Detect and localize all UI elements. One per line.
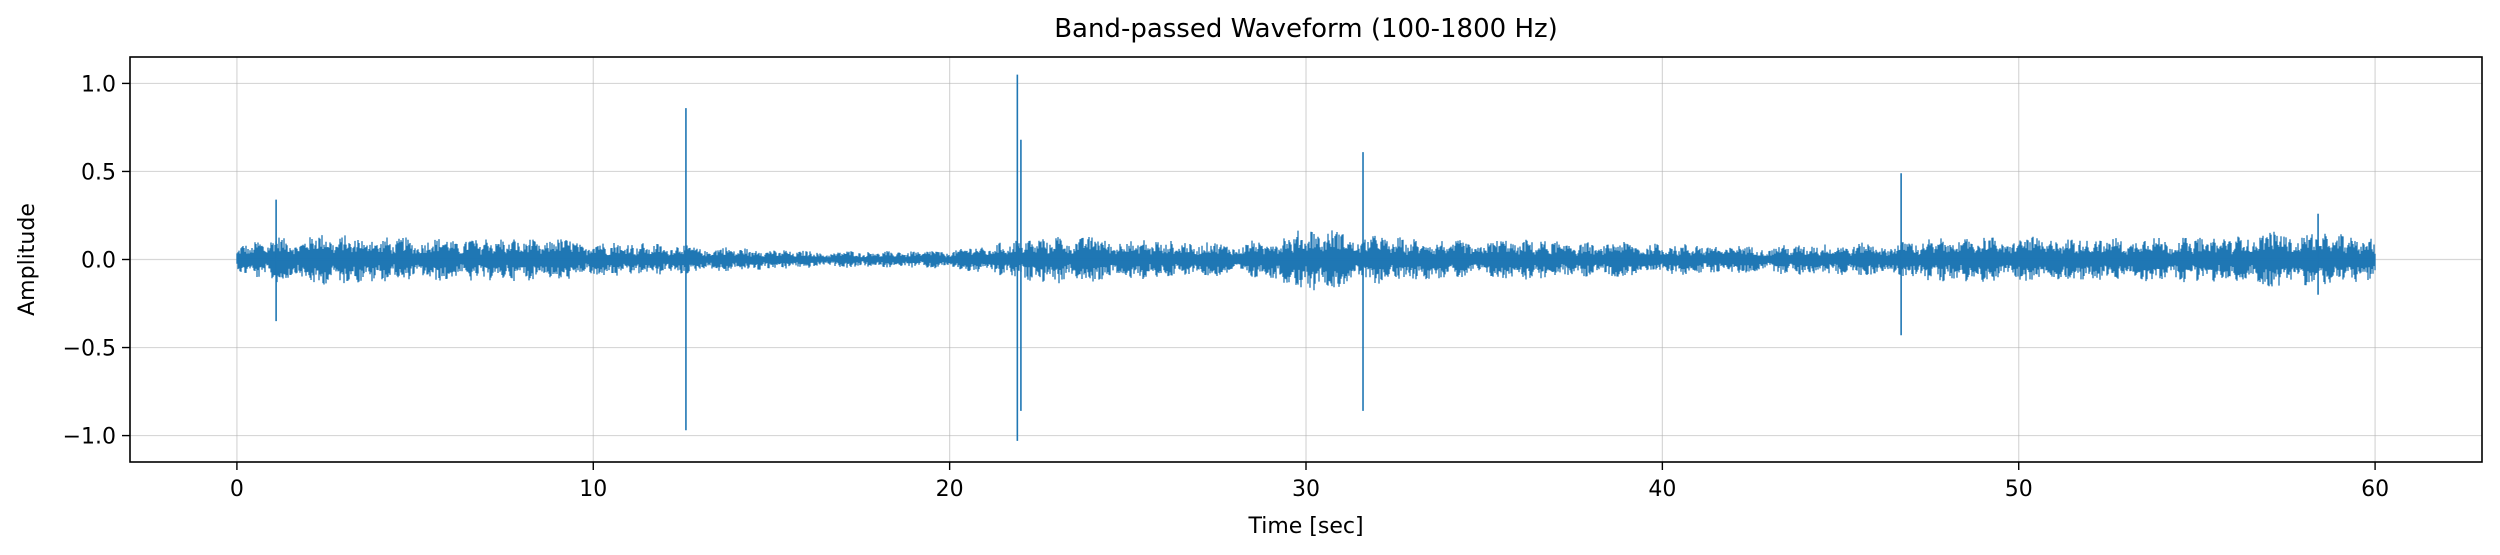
x-tick-label: 30	[1292, 477, 1320, 502]
x-tick-label: 0	[230, 477, 244, 502]
y-tick-label: 0.0	[81, 249, 116, 274]
x-tick-label: 20	[936, 477, 964, 502]
x-axis-label: Time [sec]	[1247, 514, 1363, 539]
y-axis-label: Amplitude	[15, 203, 40, 316]
y-tick-label: −0.5	[63, 337, 116, 362]
x-tick-label: 40	[1648, 477, 1676, 502]
chart-title: Band-passed Waveform (100-1800 Hz)	[1054, 14, 1558, 44]
series-waveform	[236, 74, 2376, 441]
y-tick-label: 1.0	[81, 72, 116, 97]
x-tick-label: 60	[2361, 477, 2389, 502]
x-tick-label: 50	[2005, 477, 2033, 502]
ticks: 0 10 20 30 40 50 60 −1.0 −0.5 0.0 0.5 1.0	[63, 72, 2390, 502]
x-tick-label: 10	[579, 477, 607, 502]
y-tick-label: −1.0	[63, 425, 116, 450]
y-tick-label: 0.5	[81, 160, 116, 185]
